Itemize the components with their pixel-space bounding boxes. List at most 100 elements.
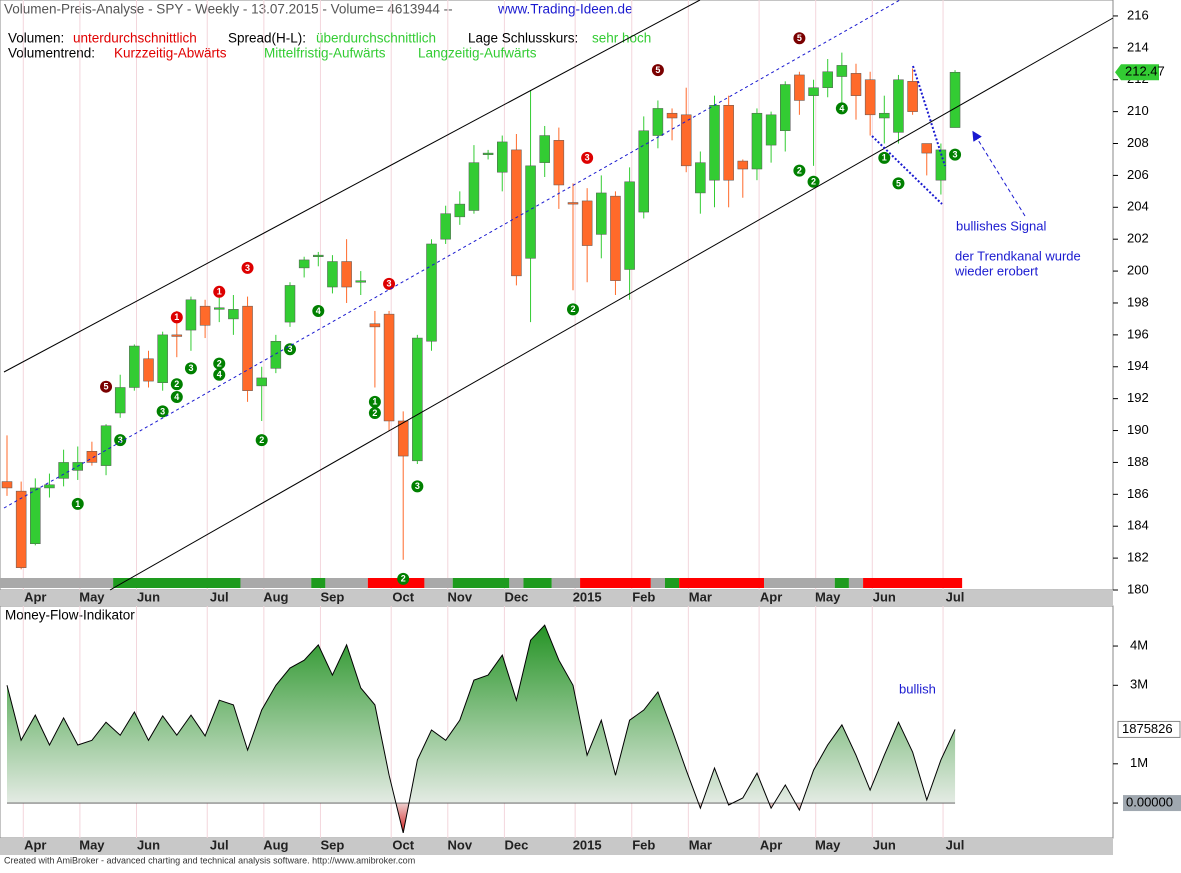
signal-label: 3 bbox=[160, 406, 165, 416]
signal-label: 2 bbox=[174, 379, 179, 389]
candle-body bbox=[341, 261, 352, 288]
x-tick-label: Aug bbox=[263, 837, 288, 852]
candle-body bbox=[723, 104, 734, 181]
x-tick-label: Mar bbox=[689, 837, 712, 852]
signal-marker bbox=[241, 261, 254, 274]
trend-bar-segment bbox=[0, 578, 114, 588]
x-tick-label: Sep bbox=[321, 837, 345, 852]
value-tag bbox=[1117, 720, 1181, 738]
candle-body bbox=[850, 73, 862, 96]
candle-body bbox=[794, 74, 805, 101]
signal-label: 4 bbox=[839, 103, 844, 113]
signal-arrow bbox=[972, 130, 1026, 217]
candle-body bbox=[383, 313, 395, 422]
trend-bar-segment bbox=[509, 578, 524, 588]
signal-label: 3 bbox=[245, 263, 250, 273]
x-tick-label: Jul bbox=[210, 837, 229, 852]
y-tick-label: 4M bbox=[1130, 637, 1148, 652]
channel-lower bbox=[109, 17, 1114, 591]
y-tick-label: 202 bbox=[1127, 231, 1149, 246]
x-tick-label: May bbox=[815, 589, 841, 604]
signal-label: 5 bbox=[797, 33, 802, 43]
candle-body bbox=[751, 112, 763, 170]
value-tag-label: 1875826 bbox=[1122, 721, 1173, 736]
candle-body bbox=[949, 71, 961, 128]
y-tick-label: 186 bbox=[1127, 486, 1149, 501]
x-tick-label: Oct bbox=[392, 589, 414, 604]
info-value: sehr hoch bbox=[592, 31, 651, 46]
x-tick-label: Apr bbox=[760, 837, 782, 852]
candle-body bbox=[440, 213, 451, 240]
candle-body bbox=[454, 203, 466, 218]
candle-body bbox=[129, 345, 140, 388]
trend-bar-segment bbox=[424, 578, 453, 588]
trend-channel bbox=[3, 0, 1114, 591]
candle-body bbox=[879, 112, 890, 119]
info-value: überdurchschnittlich bbox=[316, 31, 436, 46]
y-tick-label: 216 bbox=[1127, 7, 1149, 22]
trend-bar-segment bbox=[580, 578, 651, 588]
candle-body bbox=[780, 84, 791, 132]
price-tag bbox=[1115, 64, 1159, 81]
candle-body bbox=[199, 305, 211, 326]
candle-body bbox=[171, 334, 183, 337]
candle-body bbox=[864, 79, 876, 116]
candle-body bbox=[214, 307, 225, 310]
y-tick-label: 184 bbox=[1127, 518, 1149, 533]
signal-marker bbox=[71, 497, 84, 510]
candle-body bbox=[610, 195, 621, 281]
signal-line bbox=[912, 65, 946, 167]
signal-marker bbox=[213, 285, 226, 298]
info-label: Lage Schlusskurs: bbox=[468, 31, 578, 46]
candle-body bbox=[808, 87, 819, 96]
trend-bar-segment bbox=[523, 578, 552, 588]
candle-body bbox=[581, 200, 593, 246]
signal-marker bbox=[156, 405, 169, 418]
candle-body bbox=[666, 112, 678, 119]
x-tick-label: Jul bbox=[946, 589, 965, 604]
x-tick-label: Aug bbox=[263, 589, 288, 604]
signal-marker bbox=[170, 311, 183, 324]
signal-marker bbox=[114, 434, 127, 447]
money-flow-line bbox=[6, 624, 956, 834]
candle-body bbox=[44, 484, 55, 489]
candle-body bbox=[695, 162, 706, 194]
x-tick-label: Sep bbox=[321, 589, 345, 604]
candle-body bbox=[298, 259, 310, 269]
x-tick-label: Feb bbox=[632, 837, 655, 852]
signal-label: 3 bbox=[287, 344, 292, 354]
signal-label: 2 bbox=[401, 574, 406, 584]
candle-body bbox=[709, 104, 720, 181]
x-tick-label: Jun bbox=[137, 589, 160, 604]
candle-body bbox=[58, 462, 69, 479]
signal-marker bbox=[368, 395, 381, 408]
y-tick-label: 206 bbox=[1127, 167, 1149, 182]
candle-body bbox=[313, 254, 324, 257]
signal-label: 1 bbox=[75, 499, 80, 509]
signal-label: 5 bbox=[104, 382, 109, 392]
signal-label: 3 bbox=[118, 435, 123, 445]
trend-bar-segment bbox=[664, 578, 680, 588]
trend-bar-segment bbox=[311, 578, 326, 588]
trend-bar-segment bbox=[764, 578, 835, 588]
signal-marker bbox=[793, 32, 806, 45]
x-tick-label: Jun bbox=[137, 837, 160, 852]
x-tick-label: Apr bbox=[24, 837, 46, 852]
candle-body bbox=[525, 165, 536, 259]
trend-value: Kurzzeitig-Abwärts bbox=[114, 46, 227, 61]
candle-body bbox=[397, 420, 409, 457]
candle-body bbox=[624, 181, 635, 270]
signal-marker bbox=[793, 164, 806, 177]
x-tick-label: Jun bbox=[873, 837, 896, 852]
signal-marker bbox=[581, 151, 594, 164]
channel-middle bbox=[3, 0, 901, 509]
candle-body bbox=[652, 108, 664, 136]
info-label: Spread(H-L): bbox=[228, 31, 306, 46]
candle-body bbox=[553, 140, 565, 186]
candle-body bbox=[256, 377, 267, 387]
x-tick-label: 2015 bbox=[573, 589, 602, 604]
signal-label: 1 bbox=[174, 312, 179, 322]
candle-body bbox=[482, 152, 494, 155]
signal-label: 2 bbox=[570, 304, 575, 314]
